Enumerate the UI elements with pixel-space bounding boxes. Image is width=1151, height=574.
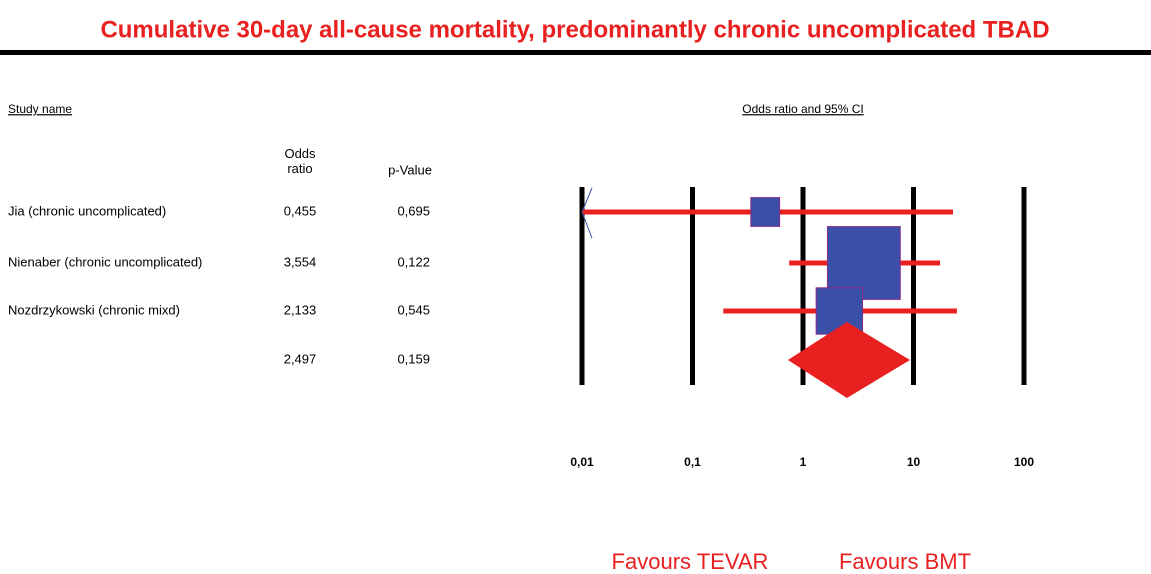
x-tick-label: 1 [800, 455, 807, 469]
x-tick-label: 0,01 [570, 455, 594, 469]
p-value-label: 0,545 [397, 302, 430, 317]
effect-box [750, 197, 781, 227]
study-name: Jia (chronic uncomplicated) [8, 203, 166, 218]
study-header: Study name [8, 102, 72, 116]
column-header: Odds ratio [284, 146, 316, 176]
x-tick-label: 100 [1014, 455, 1034, 469]
study-name: Nozdrzykowski (chronic mixd) [8, 302, 180, 317]
axis-label: Odds ratio and 95% CI [742, 102, 863, 116]
x-tick-label: 10 [907, 455, 921, 469]
odds-ratio-label: 3,554 [284, 254, 317, 269]
ci-arrow [581, 187, 593, 239]
p-value-label: 0,695 [397, 203, 430, 218]
p-value-label: 0,159 [397, 351, 430, 366]
summary-diamond [787, 322, 911, 398]
chart-title: Cumulative 30-day all-cause mortality, p… [100, 16, 1049, 43]
column-header: p-Value [388, 162, 432, 177]
odds-ratio-label: 2,133 [284, 302, 317, 317]
odds-ratio-label: 2,497 [284, 351, 317, 366]
title-rule [0, 50, 1151, 55]
annotation: Favours TEVAR [612, 549, 769, 574]
study-name: Nienaber (chronic uncomplicated) [8, 254, 202, 269]
x-tick-label: 0,1 [684, 455, 701, 469]
p-value-label: 0,122 [397, 254, 430, 269]
odds-ratio-label: 0,455 [284, 203, 317, 218]
annotation: Favours BMT [839, 549, 971, 574]
effect-box [826, 226, 901, 300]
